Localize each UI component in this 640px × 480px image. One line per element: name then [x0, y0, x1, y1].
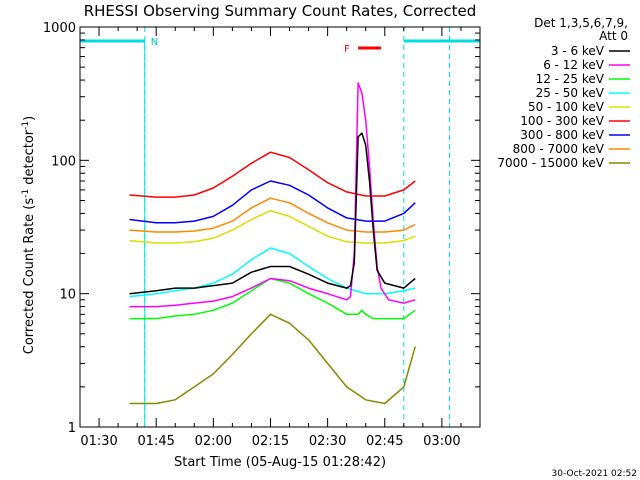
x-tick-label: 03:00 — [423, 434, 460, 449]
y-axis-title-exponent-2: -1 — [21, 121, 31, 130]
x-tick-label: 01:45 — [137, 434, 174, 449]
y-axis-title-part-1: Corrected Count Rate (s — [22, 198, 37, 355]
x-axis-title: Start Time (05-Aug-15 01:28:42) — [174, 455, 386, 470]
plot-frame — [79, 26, 481, 428]
y-axis-title-exponent-1: -1 — [21, 189, 31, 198]
footer-timestamp: 30-Oct-2021 02:52 — [552, 469, 637, 479]
series-line-25-50-kev — [129, 247, 416, 298]
y-tick-label: 1000 — [43, 21, 76, 36]
n-label: N — [151, 37, 158, 48]
series-line-12-25-kev — [129, 277, 416, 320]
svg-text:Corrected Count Rate (s-1 dete: Corrected Count Rate (s-1 detector-1) — [21, 116, 37, 354]
legend-label-25-50-kev: 25 - 50 keV — [536, 86, 605, 100]
series-line-6-12-kev — [129, 82, 416, 308]
legend-label-12-25-kev: 12 - 25 keV — [536, 72, 605, 86]
legend-label-3-6-kev: 3 - 6 keV — [551, 44, 605, 58]
y-axis-title-part-3: ) — [22, 116, 37, 121]
legend-label-7000-15000-kev: 7000 - 15000 keV — [497, 156, 604, 170]
series-line-100-300-kev — [129, 151, 416, 198]
y-axis-title-part-2: detector — [22, 129, 37, 189]
y-tick-label: 10 — [59, 288, 76, 303]
legend-label-800-7000-kev: 800 - 7000 keV — [513, 142, 605, 156]
y-axis-title: Corrected Count Rate (s-1 detector-1) — [21, 116, 37, 354]
x-tick-label: 02:15 — [252, 434, 289, 449]
x-tick-label: 02:30 — [309, 434, 346, 449]
legend-header-line-1: Det 1,3,5,6,7,9, — [534, 16, 628, 30]
series-line-3-6-kev — [129, 132, 416, 295]
x-tick-label: 02:00 — [195, 434, 232, 449]
chart-title: RHESSI Observing Summary Count Rates, Co… — [84, 2, 477, 20]
legend-label-50-100-kev: 50 - 100 keV — [528, 100, 605, 114]
legend-label-6-12-kev: 6 - 12 keV — [543, 58, 605, 72]
y-tick-label: 1 — [68, 421, 76, 436]
legend-label-300-800-kev: 300 - 800 keV — [520, 128, 604, 142]
x-tick-label: 01:30 — [80, 434, 117, 449]
x-tick-label: 02:45 — [366, 434, 403, 449]
legend-label-100-300-kev: 100 - 300 keV — [520, 114, 604, 128]
y-tick-label: 100 — [51, 154, 76, 169]
f-label: F — [344, 44, 350, 55]
series-line-7000-15000-kev — [129, 313, 416, 405]
series-line-300-800-kev — [129, 180, 416, 224]
legend-header-line-2: Att 0 — [599, 29, 628, 43]
series-line-800-7000-kev — [129, 197, 416, 233]
